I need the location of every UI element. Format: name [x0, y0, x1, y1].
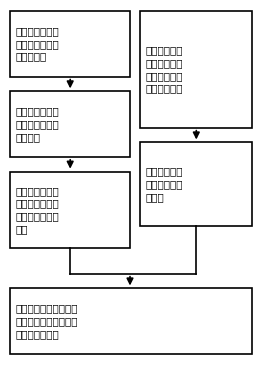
Text: 配制锑标准储备
溶液、工作溶液
和其它溶液: 配制锑标准储备 溶液、工作溶液 和其它溶液: [16, 26, 59, 62]
Bar: [140, 11, 252, 128]
Bar: [10, 91, 130, 157]
Bar: [140, 142, 252, 226]
Bar: [10, 288, 252, 354]
Bar: [10, 11, 130, 77]
Text: 用分光光度仪
测定试样溶液
吸光值: 用分光光度仪 测定试样溶液 吸光值: [146, 166, 183, 202]
Text: 酸溶解试样，
根据试样含量
情况取全部或
部分溶液萃取: 酸溶解试样， 根据试样含量 情况取全部或 部分溶液萃取: [146, 45, 183, 93]
Bar: [10, 172, 130, 248]
Text: 利用工作溶液制
备标准曲线系列
点并萃取: 利用工作溶液制 备标准曲线系列 点并萃取: [16, 106, 59, 142]
Text: 根据试样溶液测得的吸
光值在标准曲线上查出
浓度，计算结果: 根据试样溶液测得的吸 光值在标准曲线上查出 浓度，计算结果: [16, 303, 78, 339]
Text: 用分光光度仪测
定系列点的吸光
值，绘制出工作
曲线: 用分光光度仪测 定系列点的吸光 值，绘制出工作 曲线: [16, 186, 59, 234]
